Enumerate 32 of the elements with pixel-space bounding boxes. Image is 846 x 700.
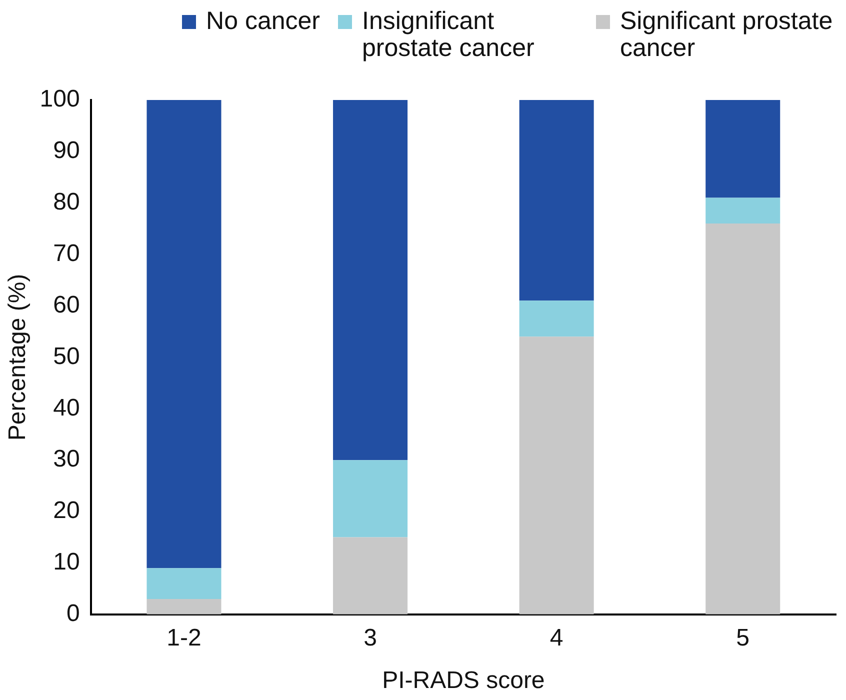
bar [333,100,408,460]
y-tick-label: 0 [66,600,80,628]
y-tick-label: 60 [53,291,80,318]
bar [706,198,780,224]
y-tick-label: 80 [53,188,80,216]
bar [333,537,408,614]
x-axis-title: PI-RADS score [382,667,545,694]
y-axis-title: Percentage (%) [4,274,32,441]
bar [146,568,222,599]
y-tick-label: 50 [53,342,80,370]
bar [519,300,594,337]
x-tick-label: 1-2 [166,624,202,652]
y-tick-label: 30 [53,446,80,473]
bar [146,598,222,614]
x-tick-label: 3 [364,624,377,652]
y-tick-label: 70 [53,240,80,267]
bar [706,100,780,198]
y-tick-label: 90 [53,137,80,164]
legend-label: No cancer [206,7,320,35]
y-tick-label: 100 [40,86,80,113]
bar [706,223,780,614]
x-tick-label: 4 [550,624,564,652]
bar [519,336,594,614]
bar [146,100,222,568]
bar [333,460,408,538]
legend-label: Significant prostate cancer [620,7,834,62]
y-tick-label: 20 [53,497,80,524]
bar [519,100,594,301]
x-tick-label: 5 [736,624,750,652]
legend-label: Insignificant prostate cancer [362,7,536,62]
y-tick-label: 10 [53,548,80,576]
y-tick-label: 40 [53,394,80,422]
